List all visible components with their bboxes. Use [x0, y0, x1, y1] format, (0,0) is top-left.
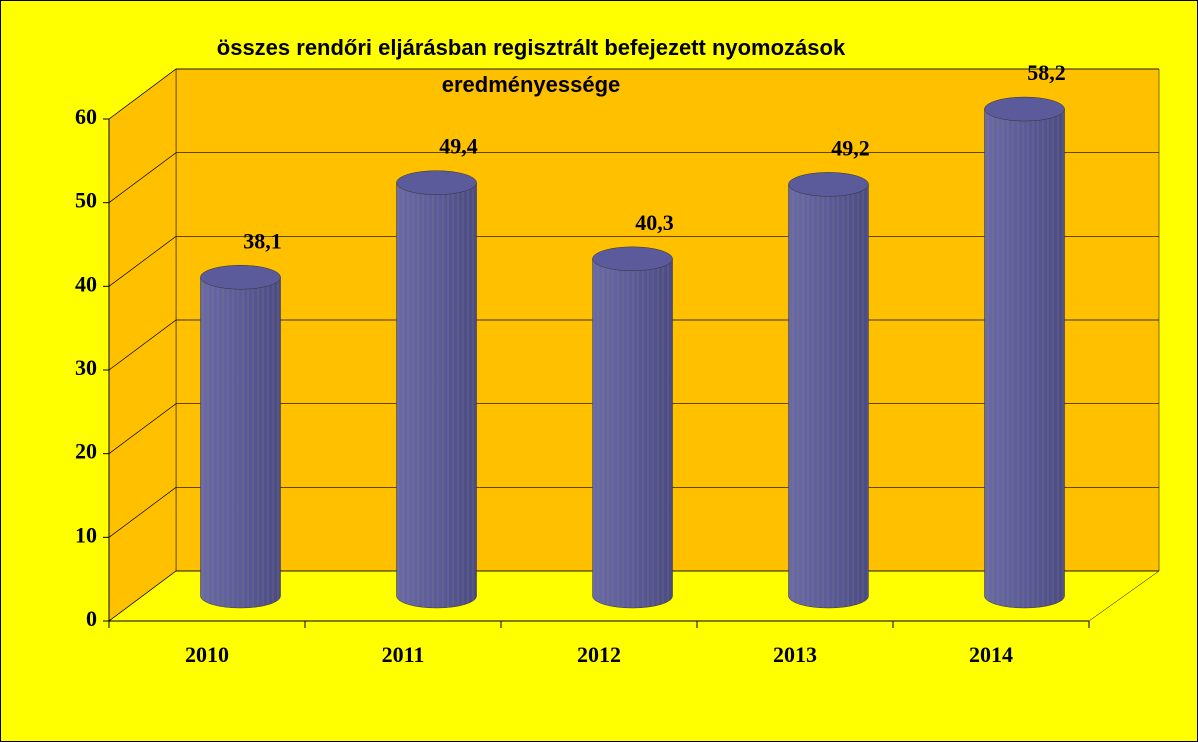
- y-tick-label: 30: [75, 355, 97, 380]
- data-label: 49,2: [831, 135, 870, 160]
- bar-stripes: [592, 258, 673, 608]
- y-tick-label: 20: [75, 439, 97, 464]
- data-label: 58,2: [1027, 60, 1066, 85]
- bar-stripes: [396, 182, 477, 609]
- bar-stripes: [788, 184, 869, 609]
- y-tick-label: 0: [86, 606, 97, 631]
- x-tick-label: 2011: [382, 642, 425, 667]
- y-tick-label: 60: [75, 104, 97, 129]
- y-tick-label: 10: [75, 522, 97, 547]
- x-tick-label: 2013: [773, 642, 817, 667]
- x-tick-label: 2010: [185, 642, 229, 667]
- chart-title: összes rendőri eljárásban regisztrált be…: [216, 35, 846, 97]
- x-tick-label: 2014: [969, 642, 1013, 667]
- grid-line: [108, 68, 1159, 120]
- bar-stripes: [200, 277, 281, 608]
- grid-line: [108, 152, 1159, 203]
- bar-stripes: [984, 109, 1065, 608]
- bar-top: [396, 170, 477, 195]
- bar-top: [592, 246, 673, 272]
- y-tick-label: 40: [75, 271, 97, 296]
- bar-top: [788, 172, 869, 197]
- bar-top: [984, 96, 1065, 122]
- bar-top: [200, 264, 281, 290]
- data-label: 49,4: [439, 134, 478, 159]
- data-label: 40,3: [635, 210, 674, 235]
- data-label: 38,1: [243, 228, 282, 253]
- x-tick-label: 2012: [577, 642, 621, 667]
- y-tick-label: 50: [75, 188, 97, 213]
